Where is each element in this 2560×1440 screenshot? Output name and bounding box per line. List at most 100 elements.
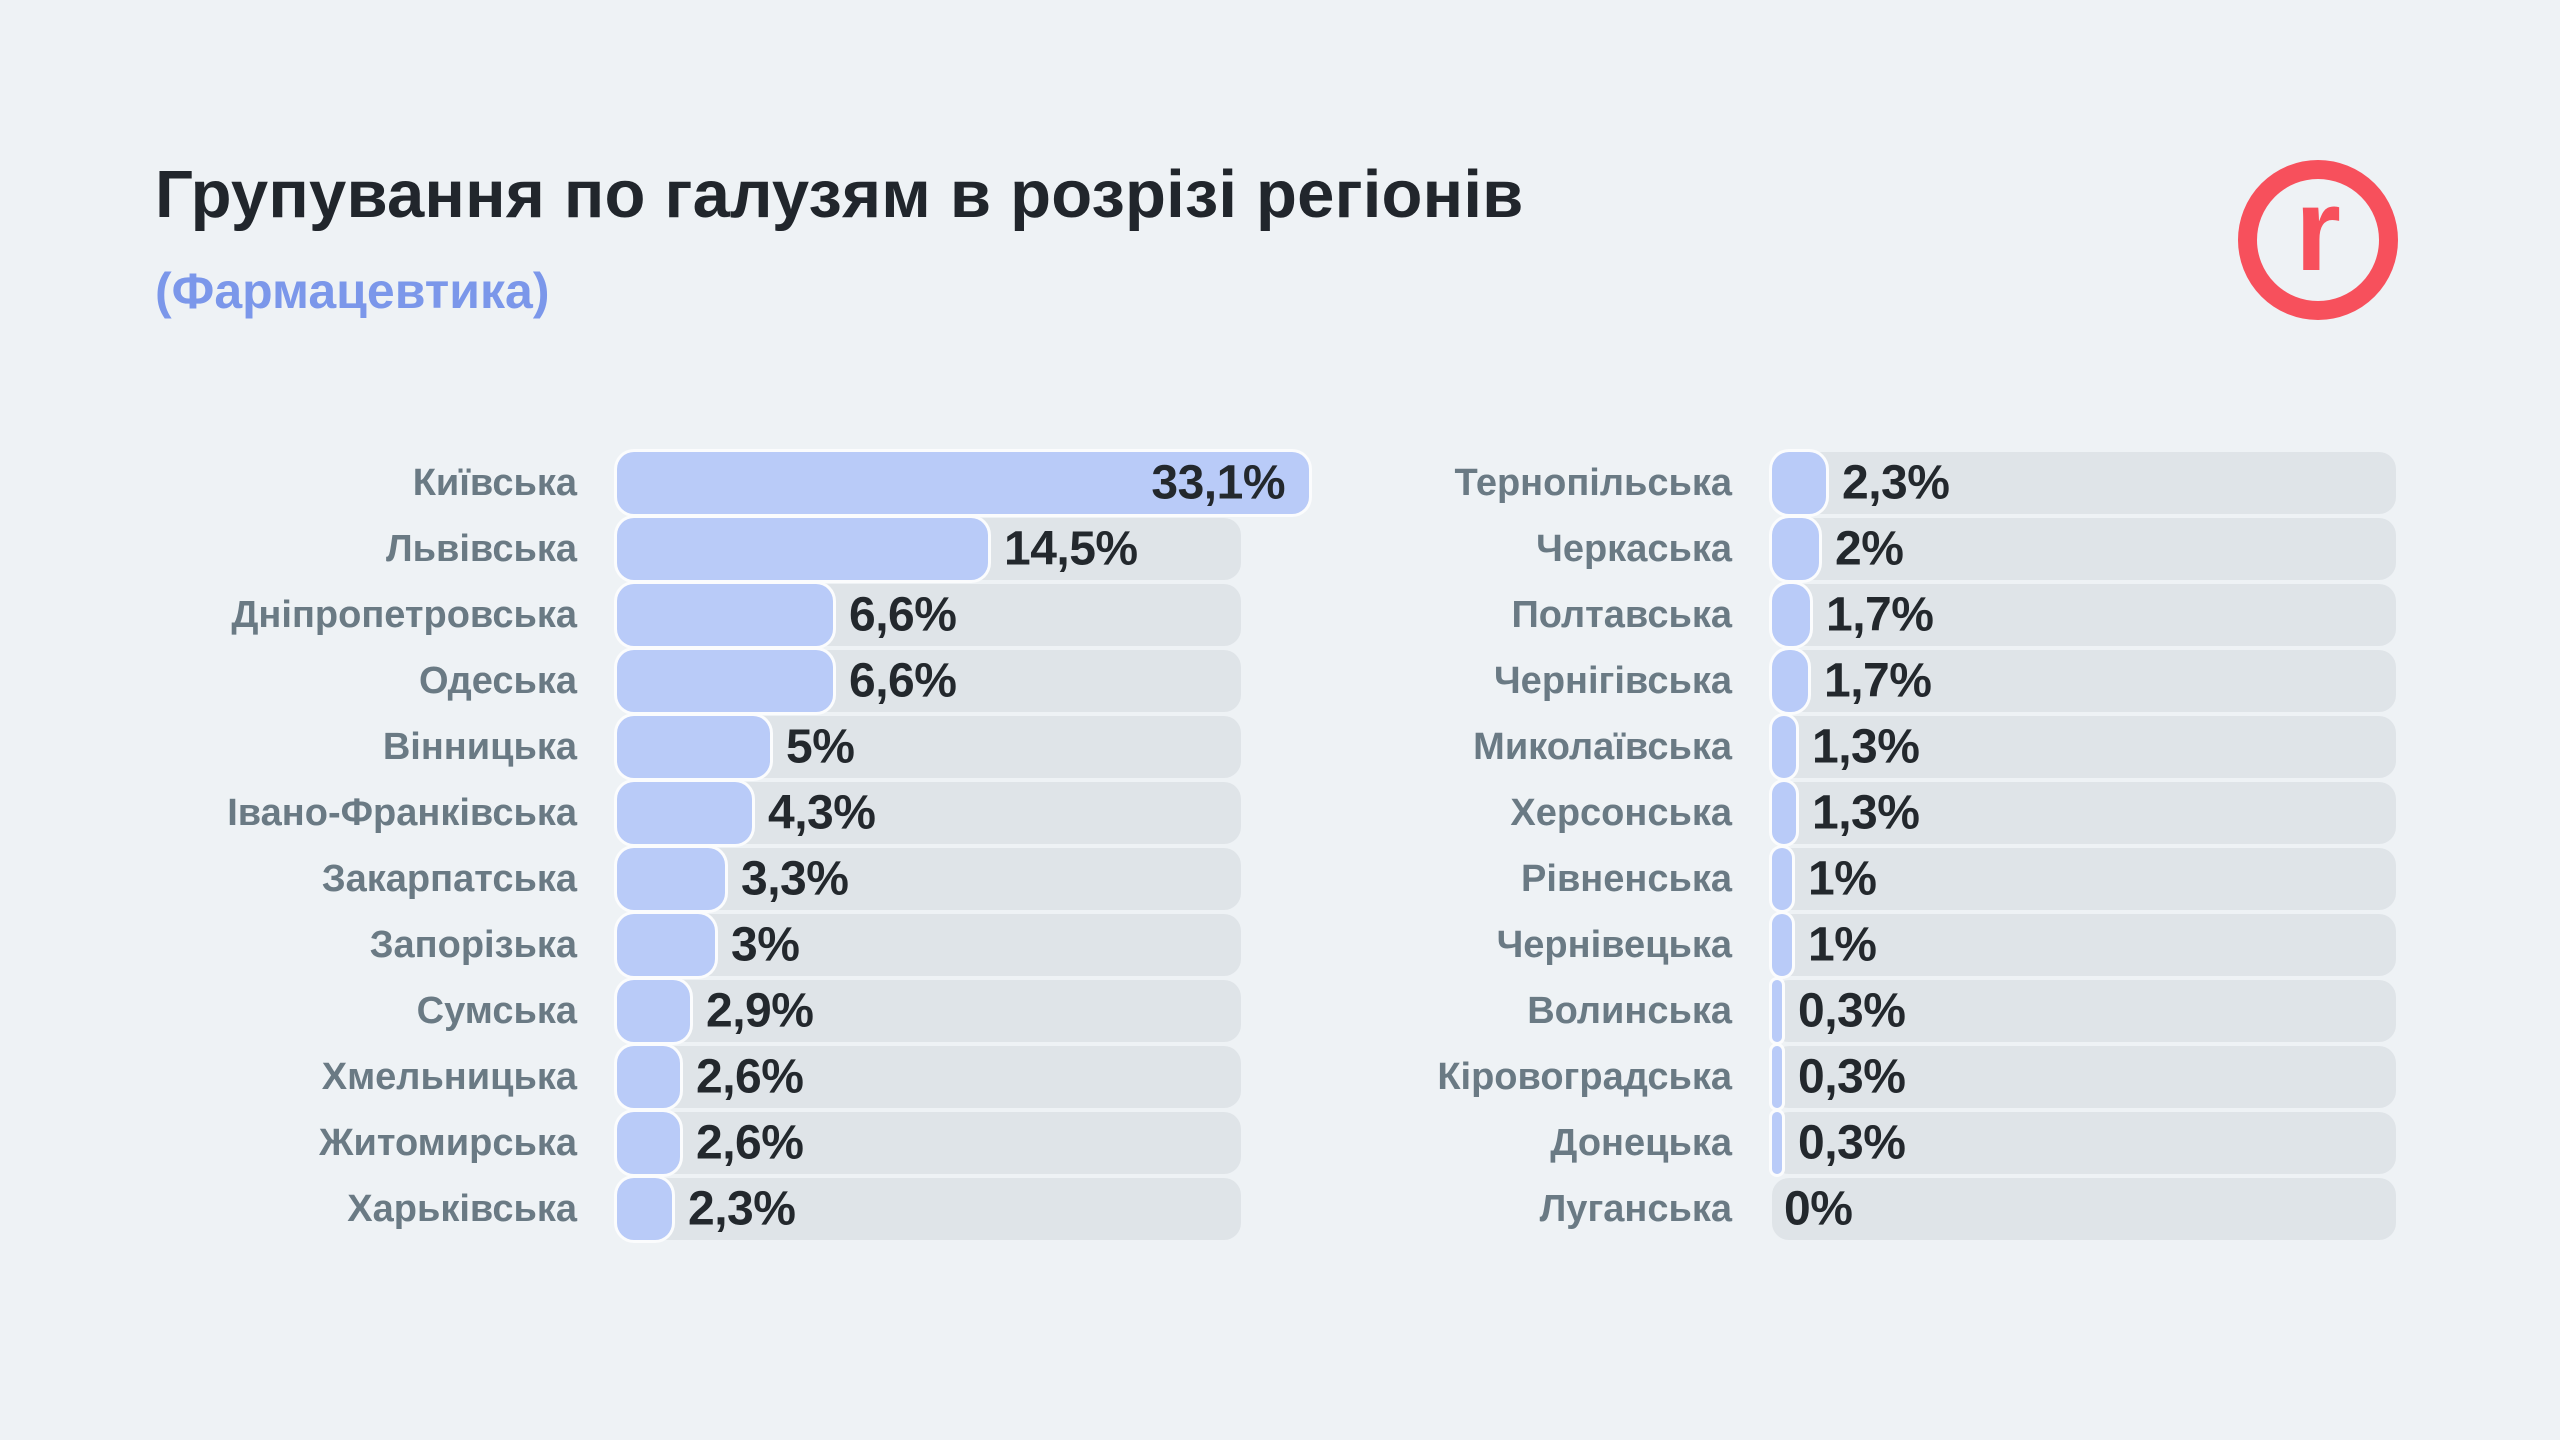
- bar-row: Рівненська 1%: [1285, 848, 2396, 910]
- bar-fill: [1772, 980, 1782, 1042]
- bar-track: 33,1%: [617, 452, 1309, 514]
- bar-value-label: 3%: [731, 918, 800, 972]
- bar-fill: [617, 782, 752, 844]
- bar-value-label: 4,3%: [768, 786, 876, 840]
- bar-track: 3%: [617, 914, 1241, 976]
- bar-track: 1%: [1772, 914, 2396, 976]
- bar-track: 1,7%: [1772, 584, 2396, 646]
- bar-row: Волинська 0,3%: [1285, 980, 2396, 1042]
- bar-row: Чернігівська 1,7%: [1285, 650, 2396, 712]
- region-label: Рівненська: [1521, 858, 1732, 900]
- bar-track: 2,6%: [617, 1046, 1241, 1108]
- bar-value-label: 1%: [1808, 918, 1877, 972]
- bar-fill: [617, 1178, 672, 1240]
- bar-track: 2,3%: [617, 1178, 1241, 1240]
- bar-row: Тернопільська 2,3%: [1285, 452, 2396, 514]
- bar-value-label: 6,6%: [849, 588, 957, 642]
- bar-value-label: 2%: [1835, 522, 1904, 576]
- bar-fill: [1772, 848, 1792, 910]
- region-label: Житомирська: [319, 1122, 577, 1164]
- bar-fill: [1772, 452, 1826, 514]
- region-label: Івано-Франківська: [227, 792, 577, 834]
- bar-value-label: 1,7%: [1826, 588, 1934, 642]
- bar-track: 3,3%: [617, 848, 1241, 910]
- region-label: Тернопільська: [1454, 462, 1733, 504]
- page-subtitle: (Фармацевтика): [155, 263, 550, 319]
- bar-track: 6,6%: [617, 584, 1241, 646]
- bar-fill: [617, 914, 715, 976]
- bar-value-label: 2,9%: [706, 984, 814, 1038]
- bar-value-label: 2,6%: [696, 1116, 804, 1170]
- region-label: Луганська: [1539, 1188, 1732, 1230]
- bar-track: 2%: [1772, 518, 2396, 580]
- bar-value-label: 0,3%: [1798, 984, 1906, 1038]
- bar-track: 1,7%: [1772, 650, 2396, 712]
- logo-letter: r: [2295, 164, 2341, 296]
- region-label: Харьківська: [347, 1188, 577, 1230]
- chart-column-left: Київська 33,1% Львівська 14,5% Дніпропет…: [130, 452, 1309, 1244]
- bar-track: 2,3%: [1772, 452, 2396, 514]
- bar-track: 6,6%: [617, 650, 1241, 712]
- region-label: Вінницька: [382, 726, 577, 768]
- page-title: Групування по галузям в розрізі регіонів: [155, 157, 1524, 232]
- bar-row: Черкаська 2%: [1285, 518, 2396, 580]
- bar-track: 0,3%: [1772, 1046, 2396, 1108]
- bar-value-label: 2,3%: [1842, 456, 1950, 510]
- bar-fill: [617, 848, 725, 910]
- region-label: Сумська: [416, 990, 577, 1032]
- bar-track: 0%: [1772, 1178, 2396, 1240]
- bar-row: Полтавська 1,7%: [1285, 584, 2396, 646]
- bar-fill: [617, 650, 833, 712]
- bar-row: Луганська 0%: [1285, 1178, 2396, 1240]
- bar-value-label: 5%: [786, 720, 855, 774]
- bar-fill: [1772, 782, 1796, 844]
- bar-track: 1%: [1772, 848, 2396, 910]
- region-label: Одеська: [418, 660, 577, 702]
- bar-fill: [617, 518, 988, 580]
- bar-value-label: 1%: [1808, 852, 1877, 906]
- bar-row: Запорізька 3%: [130, 914, 1241, 976]
- bar-track: 2,9%: [617, 980, 1241, 1042]
- bar-row: Сумська 2,9%: [130, 980, 1241, 1042]
- bar-row: Хмельницька 2,6%: [130, 1046, 1241, 1108]
- bar-row: Донецька 0,3%: [1285, 1112, 2396, 1174]
- bar-value-label: 33,1%: [1151, 456, 1285, 510]
- region-label: Донецька: [1550, 1122, 1732, 1164]
- bar-row: Одеська 6,6%: [130, 650, 1241, 712]
- bar-value-label: 2,3%: [688, 1182, 796, 1236]
- region-label: Чернівецька: [1496, 924, 1732, 966]
- bar-track: 4,3%: [617, 782, 1241, 844]
- bar-row: Херсонська 1,3%: [1285, 782, 2396, 844]
- region-label: Черкаська: [1536, 528, 1732, 570]
- region-label: Волинська: [1527, 990, 1732, 1032]
- bar-value-label: 0,3%: [1798, 1116, 1906, 1170]
- bar-fill: [1772, 518, 1819, 580]
- bar-value-label: 14,5%: [1004, 522, 1138, 576]
- bar-row: Дніпропетровська 6,6%: [130, 584, 1241, 646]
- bar-fill: [617, 716, 770, 778]
- bar-value-label: 1,7%: [1824, 654, 1932, 708]
- bar-track: 5%: [617, 716, 1241, 778]
- region-label: Чернігівська: [1493, 660, 1732, 702]
- region-label: Херсонська: [1510, 792, 1732, 834]
- bar-track: 0,3%: [1772, 980, 2396, 1042]
- bar-row: Миколаївська 1,3%: [1285, 716, 2396, 778]
- bar-track: 1,3%: [1772, 782, 2396, 844]
- bar-fill: [617, 980, 690, 1042]
- bar-value-label: 1,3%: [1812, 786, 1920, 840]
- region-label: Хмельницька: [321, 1056, 577, 1098]
- bar-row: Івано-Франківська 4,3%: [130, 782, 1241, 844]
- region-label: Полтавська: [1511, 594, 1732, 636]
- bar-fill: [617, 584, 833, 646]
- region-label: Закарпатська: [321, 858, 577, 900]
- bar-fill: [617, 1112, 680, 1174]
- bar-row: Київська 33,1%: [130, 452, 1309, 514]
- bar-value-label: 3,3%: [741, 852, 849, 906]
- bar-value-label: 0%: [1784, 1182, 1853, 1236]
- bar-fill: [1772, 716, 1796, 778]
- bar-fill: [1772, 650, 1808, 712]
- bar-row: Закарпатська 3,3%: [130, 848, 1241, 910]
- region-label: Кіровоградська: [1437, 1056, 1732, 1098]
- chart-column-right: Тернопільська 2,3% Черкаська 2% Полтавсь…: [1285, 452, 2396, 1244]
- bar-fill: [1772, 1112, 1782, 1174]
